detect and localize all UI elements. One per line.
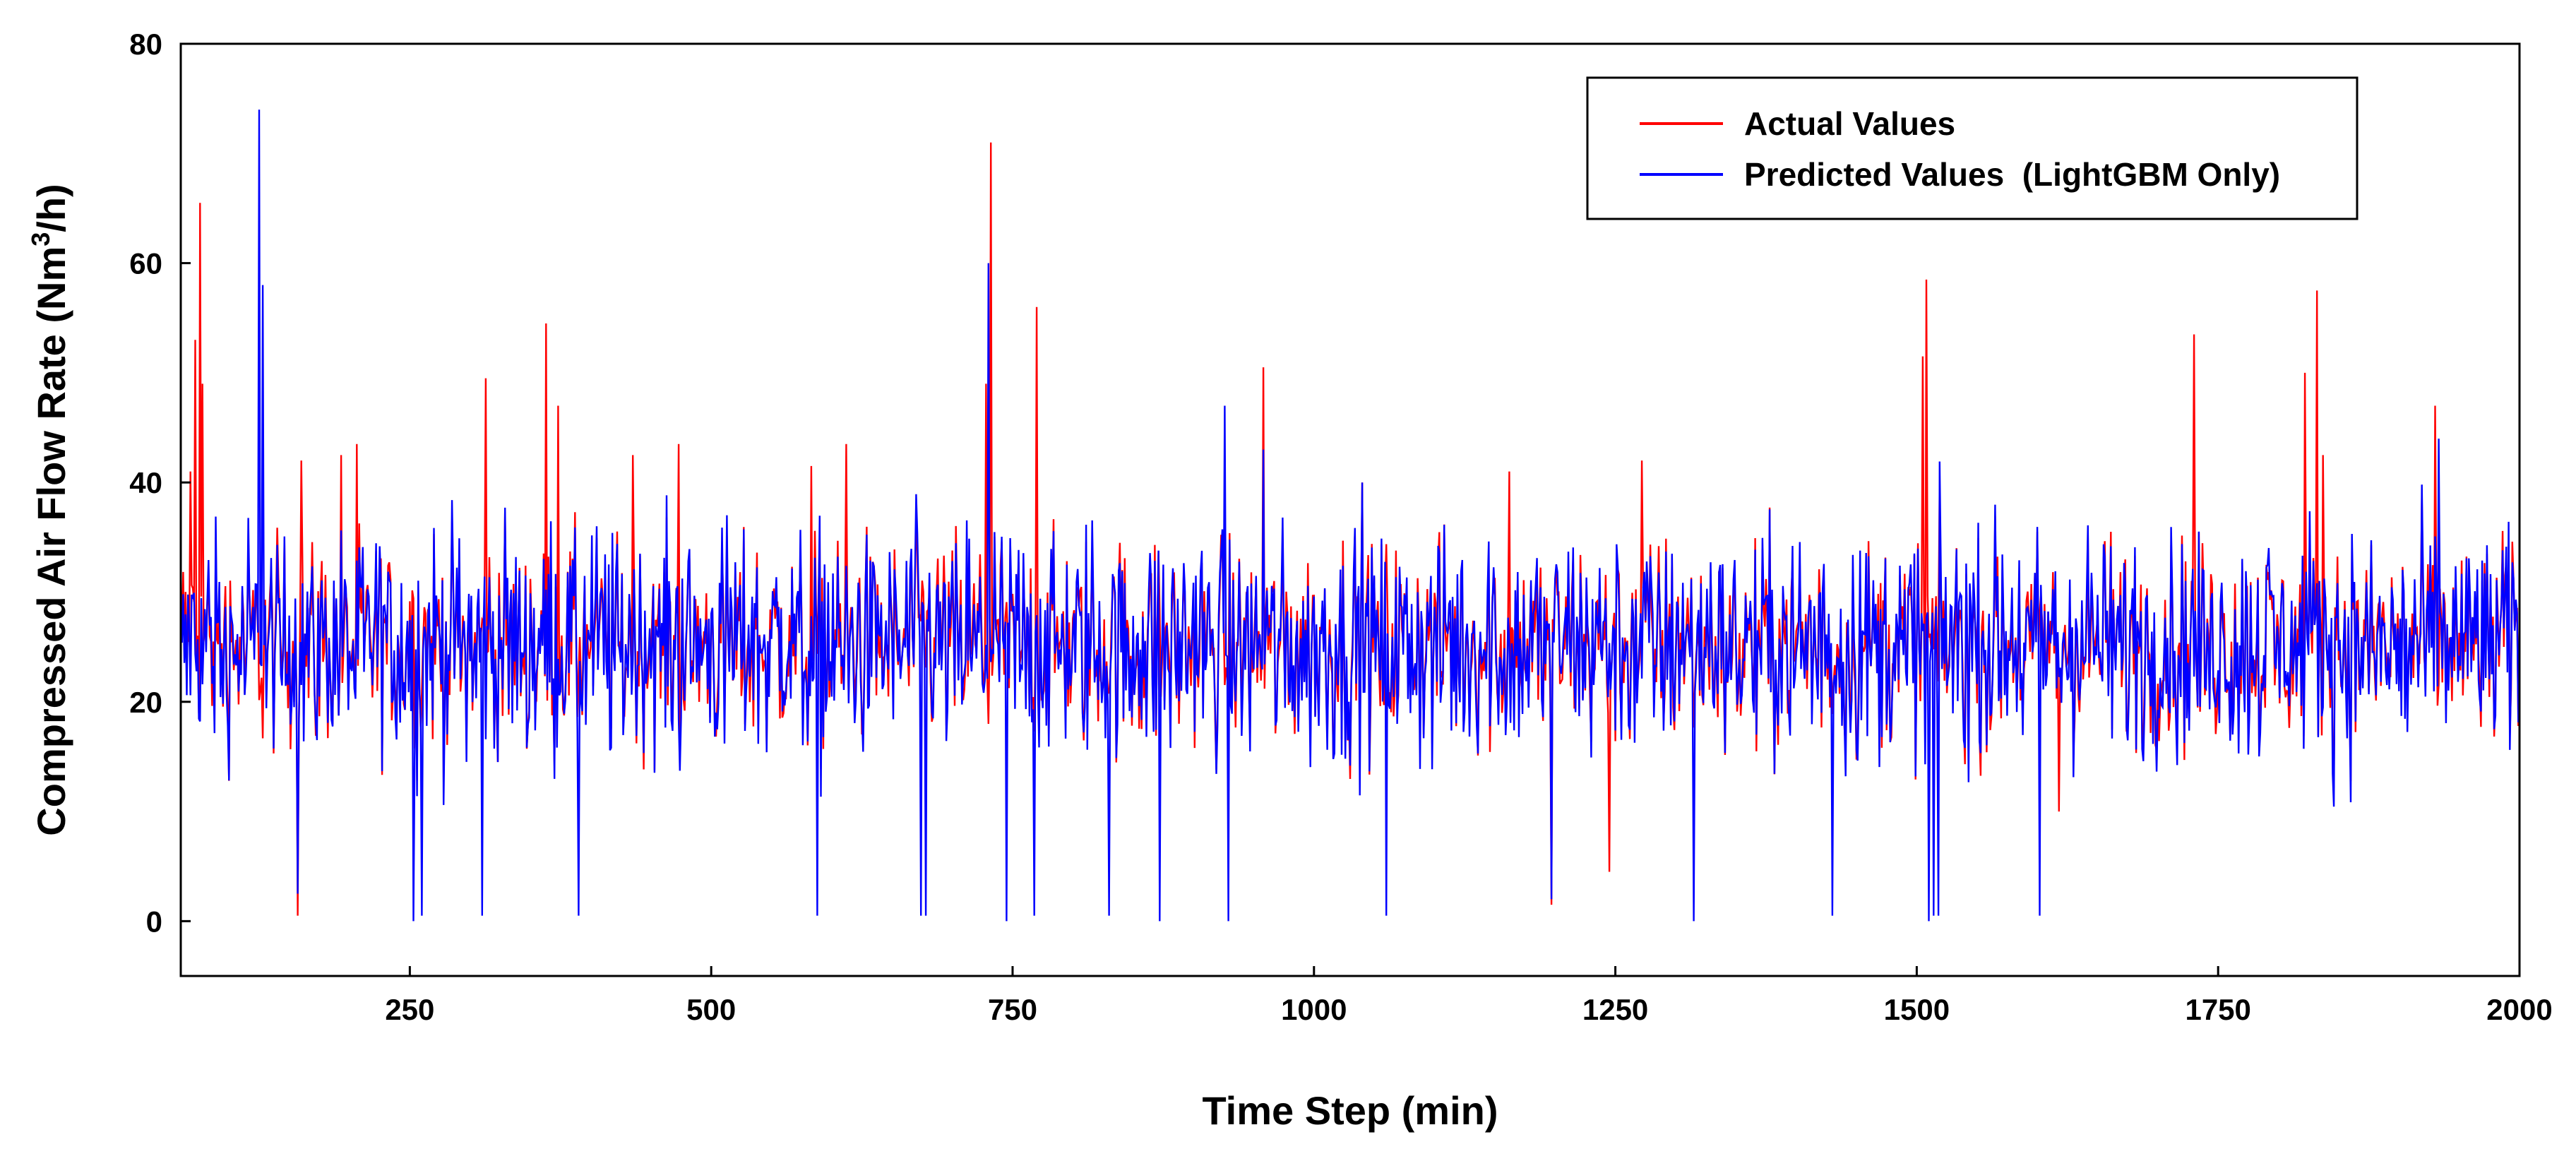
y-tick-label: 20 [129, 686, 162, 719]
x-tick-label: 1250 [1582, 993, 1648, 1026]
series-line-predicted [179, 109, 2521, 922]
legend-label-actual: Actual Values [1744, 105, 1955, 142]
y-axis-title: Compressed Air Flow Rate (Nm3/h) [26, 184, 73, 835]
y-tick-label: 0 [146, 905, 162, 938]
legend-label-predicted: Predicted Values (LightGBM Only) [1744, 156, 2280, 193]
y-tick-label: 80 [129, 28, 162, 61]
y-tick-label: 60 [129, 247, 162, 280]
series-line-actual [179, 142, 2521, 916]
plot-frame [179, 42, 2521, 977]
y-axis-title-main: Compressed Air Flow Rate (Nm [29, 246, 73, 836]
x-tick-label: 2000 [2486, 993, 2552, 1026]
x-tick-label: 1500 [1884, 993, 1950, 1026]
x-tick-label: 1000 [1281, 993, 1347, 1026]
x-tick-label: 750 [988, 993, 1037, 1026]
y-tick-label: 40 [129, 466, 162, 499]
y-axis-title-sup: 3 [26, 232, 55, 246]
y-axis-title-end: /h) [29, 184, 73, 232]
x-tick-label: 250 [385, 993, 434, 1026]
legend: Actual Values Predicted Values (LightGBM… [1586, 76, 2359, 220]
x-tick-label: 1750 [2185, 993, 2250, 1026]
x-axis-title: Time Step (min) [1202, 1088, 1498, 1133]
legend-box [1586, 76, 2359, 220]
x-tick-label: 500 [686, 993, 736, 1026]
